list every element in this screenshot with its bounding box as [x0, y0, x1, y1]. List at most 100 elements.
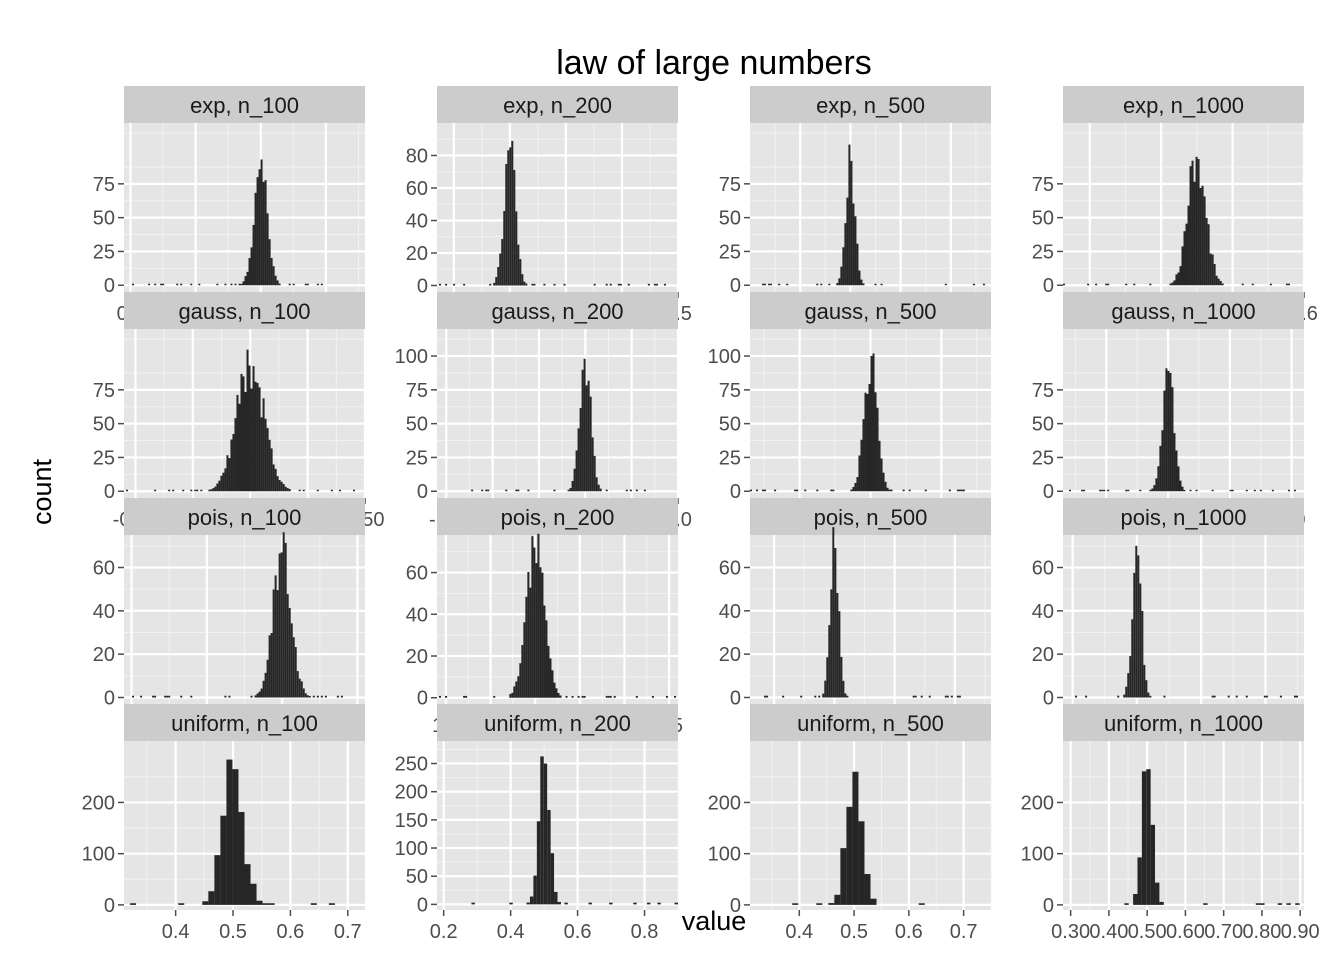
histogram-bar	[1229, 489, 1232, 492]
histogram-bar	[1199, 188, 1202, 286]
histogram-bar	[543, 763, 548, 905]
histogram-bar	[591, 437, 594, 492]
histogram-bar	[655, 283, 658, 286]
y-tick-label: 50	[1032, 414, 1054, 436]
histogram-bar	[820, 283, 823, 286]
y-tick-label: 20	[719, 644, 741, 666]
histogram-bar	[852, 203, 855, 286]
histogram-bar	[643, 489, 646, 492]
y-tick-label: 100	[395, 346, 428, 368]
histogram-bar	[569, 487, 572, 492]
histogram-bar	[1203, 903, 1208, 905]
histogram-bar	[268, 903, 275, 905]
histogram-bar	[487, 489, 490, 492]
histogram-bar	[860, 439, 863, 492]
histogram-bar	[1150, 824, 1156, 905]
histogram-bar	[1159, 445, 1162, 492]
histogram-bar	[609, 902, 613, 905]
histogram-bar	[609, 283, 612, 286]
histogram-bar	[1235, 695, 1238, 698]
histogram-bar	[535, 563, 538, 698]
y-tick-label: 0	[730, 481, 741, 503]
histogram-bar	[543, 605, 546, 698]
histogram-bar	[262, 680, 265, 698]
histogram-bar	[846, 695, 849, 698]
histogram-bar	[607, 695, 610, 698]
histogram-bar	[216, 483, 219, 492]
histogram-bar	[1279, 695, 1282, 698]
histogram-bar	[1221, 283, 1224, 286]
facet-panel: gauss, n_500-0.50.00.50255075100	[708, 292, 991, 531]
histogram-bar	[338, 489, 341, 492]
histogram-bar	[1125, 489, 1128, 492]
histogram-bar	[272, 266, 275, 286]
histogram-bar	[1271, 489, 1274, 492]
histogram-bar	[768, 283, 771, 286]
histogram-bar	[597, 484, 600, 492]
facet-panel: pois, n_50012340204060	[719, 498, 991, 737]
histogram-bar	[862, 419, 865, 492]
histogram-bar	[244, 864, 251, 905]
histogram-bar	[274, 575, 277, 698]
histogram-bar	[818, 695, 821, 698]
histogram-bar	[523, 281, 526, 286]
histogram-bar	[554, 891, 558, 905]
histogram-bar	[214, 486, 217, 492]
histogram-bar	[609, 695, 612, 698]
histogram-bar	[571, 480, 574, 492]
histogram-bar	[1286, 903, 1291, 905]
histogram-bar	[557, 693, 560, 698]
histogram-bar	[292, 283, 295, 286]
histogram-bar	[1139, 489, 1142, 492]
y-tick-label: 0	[730, 895, 741, 917]
facet-panel: pois, n_100012340204060	[1032, 498, 1304, 737]
histogram-bar	[250, 388, 253, 492]
histogram-bar	[852, 771, 859, 905]
histogram-bar	[445, 695, 448, 698]
histogram-bar	[511, 140, 514, 286]
histogram-bar	[581, 369, 584, 492]
histogram-bar	[214, 855, 221, 905]
histogram-bar	[220, 475, 223, 492]
histogram-bar	[982, 283, 985, 286]
histogram-bar	[1211, 695, 1214, 698]
facet-strip-label: uniform, n_100	[171, 711, 318, 736]
histogram-bar	[1161, 430, 1164, 492]
facet-panel: gauss, n_200-1.5-1.0-0.50.00.51.00255075…	[395, 292, 692, 531]
x-tick-label: 0.4	[162, 921, 190, 943]
histogram-bar	[481, 489, 484, 492]
histogram-bar	[870, 898, 877, 905]
histogram-bar	[617, 283, 620, 286]
histogram-bar	[513, 686, 516, 698]
x-tick-label: 0.6	[895, 921, 923, 943]
histogram-bar	[505, 489, 508, 492]
histogram-bar	[1269, 283, 1272, 286]
histogram-bar	[238, 811, 245, 905]
histogram-bar	[826, 657, 829, 698]
histogram-bar	[890, 489, 893, 492]
histogram-bar	[673, 695, 676, 698]
y-tick-label: 25	[93, 447, 115, 469]
histogram-bar	[1149, 489, 1152, 492]
x-tick-label: 0.6	[276, 921, 304, 943]
histogram-bar	[1171, 282, 1174, 286]
facet-strip-label: exp, n_100	[190, 93, 299, 118]
histogram-bar	[234, 418, 237, 492]
y-tick-label: 20	[93, 644, 115, 666]
histogram-bar	[180, 695, 183, 698]
histogram-bar	[232, 434, 235, 492]
histogram-bar	[762, 489, 765, 492]
histogram-bar	[328, 903, 335, 905]
y-tick-label: 0	[104, 895, 115, 917]
histogram-bar	[298, 678, 301, 698]
histogram-bar	[515, 489, 518, 492]
histogram-bar	[521, 644, 524, 698]
histogram-bar	[1287, 283, 1290, 286]
histogram-bar	[282, 484, 285, 492]
histogram-bar	[876, 407, 879, 492]
y-tick-label: 100	[395, 838, 428, 860]
facet-panel: pois, n_2001.01.52.02.53.03.50204060	[406, 498, 683, 737]
histogram-bar	[545, 620, 548, 698]
x-tick-label: 0.2	[430, 921, 458, 943]
